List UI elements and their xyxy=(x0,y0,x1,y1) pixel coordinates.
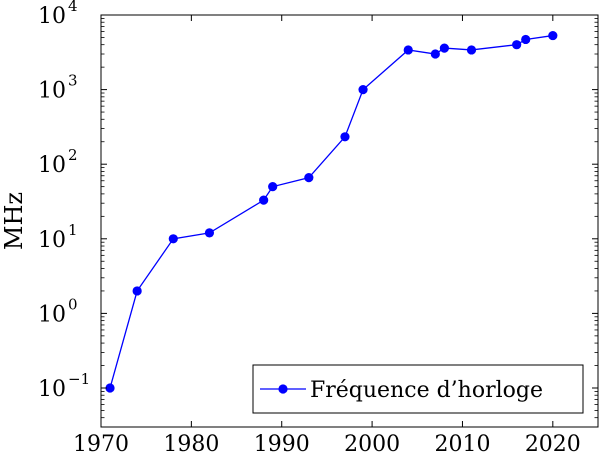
data-point xyxy=(132,286,142,296)
plot-area xyxy=(105,30,558,393)
data-point xyxy=(439,43,449,53)
data-point xyxy=(358,84,368,95)
data-point xyxy=(304,173,314,183)
data-point xyxy=(268,182,278,192)
y-tick-label-exponent: 2 xyxy=(68,146,78,164)
data-point xyxy=(466,45,477,55)
y-tick-label-exponent: 1 xyxy=(68,221,78,239)
y-tick-label-exponent: 0 xyxy=(68,295,78,313)
y-tick-label: 10 xyxy=(38,79,66,104)
series-line xyxy=(109,34,553,389)
data-point xyxy=(512,40,522,50)
x-tick-label: 1980 xyxy=(163,432,219,457)
x-tick-label: 2010 xyxy=(434,432,490,457)
y-tick-label: 10 xyxy=(38,4,66,29)
data-point xyxy=(403,45,413,55)
data-point xyxy=(105,383,115,393)
legend-marker-sample xyxy=(278,384,288,394)
y-tick-label: 10 xyxy=(38,153,66,178)
plot-frame xyxy=(100,14,599,428)
data-point xyxy=(521,34,531,45)
data-point xyxy=(430,49,440,59)
y-tick-label-exponent: 3 xyxy=(68,72,78,90)
y-tick-label-exponent: −1 xyxy=(68,370,90,388)
y-tick-label: 10 xyxy=(38,228,66,253)
y-tick-label: 10 xyxy=(38,377,66,402)
y-tick-label: 10 xyxy=(38,302,66,327)
x-tick-label: 1990 xyxy=(254,432,310,457)
data-point xyxy=(340,132,350,142)
y-axis-label: MHz xyxy=(0,192,28,250)
data-point xyxy=(168,234,178,244)
data-point xyxy=(548,30,558,41)
legend: Fréquence d’horloge xyxy=(252,364,584,414)
x-tick-label: 2020 xyxy=(525,432,581,457)
legend-box xyxy=(252,364,584,414)
y-tick-label-exponent: 4 xyxy=(68,0,78,15)
data-point xyxy=(259,195,269,205)
data-point xyxy=(204,228,215,238)
x-tick-label: 2000 xyxy=(344,432,400,457)
legend-entry-label: Fréquence d’horloge xyxy=(310,378,543,403)
x-tick-label: 1970 xyxy=(73,432,129,457)
